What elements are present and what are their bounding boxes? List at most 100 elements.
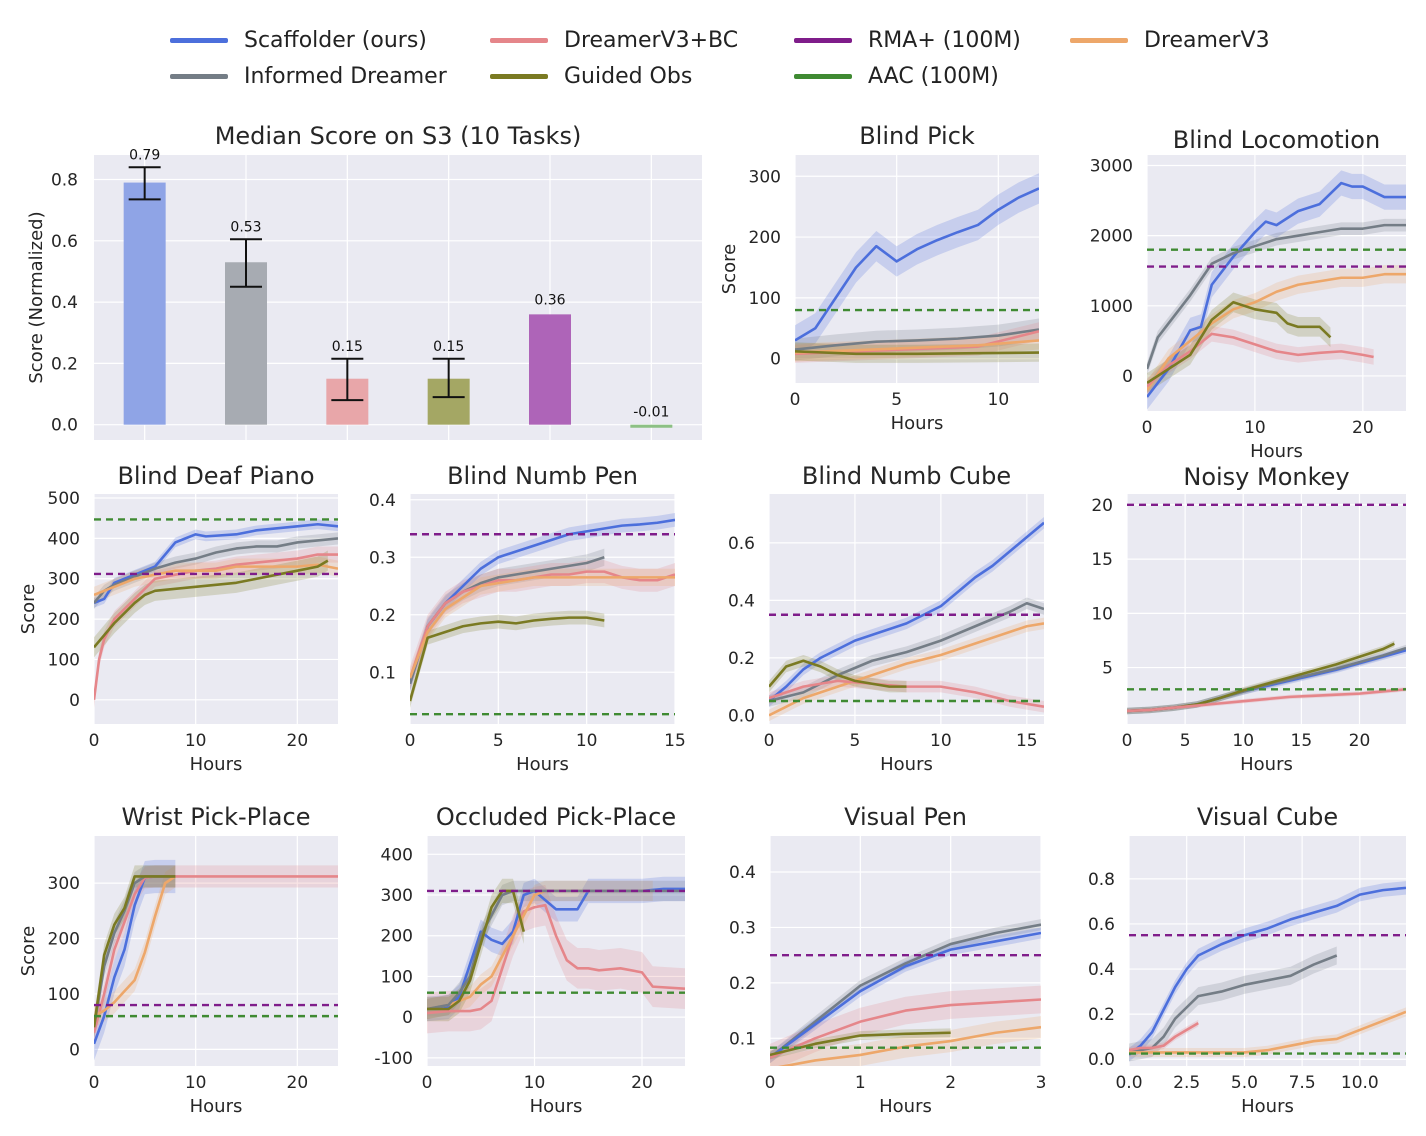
series-line [770, 998, 1041, 1059]
x-tick-label: 0 [764, 731, 775, 751]
x-tick-label: 0.0 [1115, 1073, 1142, 1093]
y-tick-label: 10 [1091, 604, 1113, 624]
x-axis-label: Hours [1250, 441, 1303, 462]
y-tick-label: 100 [48, 650, 80, 670]
y-tick-label: 0.1 [729, 1029, 756, 1049]
plot-background [410, 494, 675, 724]
legend-label: DreamerV3+BC [564, 27, 739, 53]
x-tick-label: 10.0 [1341, 1073, 1379, 1093]
series-line [770, 923, 1041, 1059]
series-line [769, 659, 907, 688]
series-band [769, 675, 1044, 713]
x-tick-label: 10 [185, 731, 207, 751]
y-tick-label: 400 [48, 529, 80, 549]
series-band [770, 985, 1041, 1066]
series-line [410, 570, 675, 679]
x-axis-label: Hours [1241, 1096, 1294, 1117]
y-tick-label: 0.0 [728, 706, 755, 726]
plot-series [1147, 170, 1406, 410]
legend-item: AAC (100M) [794, 62, 999, 90]
x-tick-label: 20 [631, 1073, 653, 1093]
legend-label: RMA+ (100M) [868, 27, 1021, 53]
series-band [94, 532, 338, 609]
y-tick-label: 0.0 [1088, 1050, 1115, 1070]
series-line [1147, 332, 1374, 388]
chart-panel-monkey: Noisy Monkey 0 5 10 15 20 5 10 15 20 Hours [1091, 463, 1406, 775]
series-band [94, 865, 176, 1028]
plot-series [795, 173, 1039, 363]
series-line [1147, 300, 1332, 385]
chart-title: Occluded Pick-Place [436, 803, 676, 831]
y-tick-label: 0.4 [729, 863, 756, 883]
x-axis-label: Hours [190, 1096, 243, 1117]
chart-panel-pen: Blind Numb Pen 0 5 10 15 0.1 0.2 0.3 0.4 Hours [369, 462, 686, 775]
chart-title: Blind Deaf Piano [117, 462, 314, 490]
x-axis-label: Hours [891, 413, 944, 434]
series-line [795, 350, 1039, 356]
x-tick-label: 2 [945, 1073, 956, 1093]
chart-panel-vcube: Visual Cube 0.0 2.5 5.0 7.5 10.0 0.0 0.2 0.4 0.6 0… [1088, 803, 1406, 1117]
legend-swatch [490, 37, 548, 43]
y-tick-label: 0.3 [369, 548, 396, 568]
x-tick-label: 10 [576, 731, 598, 751]
series-band [770, 919, 1041, 1064]
plot-series [410, 512, 675, 716]
x-tick-label: 5 [1180, 731, 1191, 751]
y-tick-label: 0.2 [1088, 1005, 1115, 1025]
y-tick-label: 0.4 [728, 591, 755, 611]
x-tick-label: 0 [89, 1073, 100, 1093]
plot-background [94, 155, 702, 440]
x-tick-label: 10 [930, 731, 952, 751]
series-band [1147, 292, 1331, 393]
plot-series [94, 518, 338, 708]
y-axis-label: Score [18, 584, 39, 634]
x-axis-label: Hours [530, 1096, 583, 1117]
series-line [1127, 687, 1406, 713]
y-tick-label: 0 [1122, 367, 1133, 387]
y-tick-label: 0.2 [729, 974, 756, 994]
legend-swatch [1070, 37, 1128, 43]
series-band [427, 884, 685, 1034]
chart-panel-vpen: Visual Pen 0 1 2 3 0.1 0.2 0.3 0.4 Hours [729, 803, 1046, 1117]
y-tick-label: 400 [381, 845, 413, 865]
x-axis-label: Hours [879, 1096, 932, 1117]
y-tick-label: 200 [48, 610, 80, 630]
series-band [1127, 644, 1406, 715]
chart-panel-blind_loco: Blind Locomotion 0 10 20 0 1000 2000 3000 Hours [1090, 126, 1406, 462]
y-tick-label: 0.3 [729, 918, 756, 938]
y-tick-label: 0.6 [1088, 915, 1115, 935]
legend-swatch [170, 37, 228, 43]
y-tick-label: 5 [1102, 659, 1113, 679]
y-tick-label: 2000 [1090, 227, 1133, 247]
plot-series [1127, 503, 1406, 715]
series-band [94, 859, 176, 1061]
y-tick-label: 0.4 [369, 491, 396, 511]
legend-item: Informed Dreamer [170, 62, 447, 90]
x-tick-label: 10 [988, 390, 1010, 410]
x-tick-label: 10 [1232, 731, 1254, 751]
chart-panel-median: Median Score on S3 (10 Tasks) 0.0 0.2 0.4 0.… [26, 122, 702, 440]
chart-title: Blind Locomotion [1173, 126, 1380, 154]
x-tick-label: 20 [287, 731, 309, 751]
series-band [410, 512, 675, 691]
series-band [94, 546, 338, 708]
x-tick-label: 15 [664, 731, 686, 751]
x-tick-label: 10 [524, 1073, 546, 1093]
series-line [769, 521, 1044, 702]
legend-label: DreamerV3 [1144, 27, 1270, 53]
x-tick-label: 1 [855, 1073, 866, 1093]
bar-value-label: 0.15 [332, 339, 363, 355]
y-tick-label: 0 [770, 350, 781, 370]
y-tick-label: 0.2 [51, 354, 78, 374]
legend-item: DreamerV3 [1070, 26, 1270, 54]
bar [630, 424, 673, 428]
y-tick-label: 0.4 [1088, 960, 1115, 980]
chart-title: Visual Cube [1197, 803, 1338, 831]
legend-swatch [794, 73, 852, 79]
chart-title: Wrist Pick-Place [122, 803, 311, 831]
chart-title: Visual Pen [844, 803, 967, 831]
